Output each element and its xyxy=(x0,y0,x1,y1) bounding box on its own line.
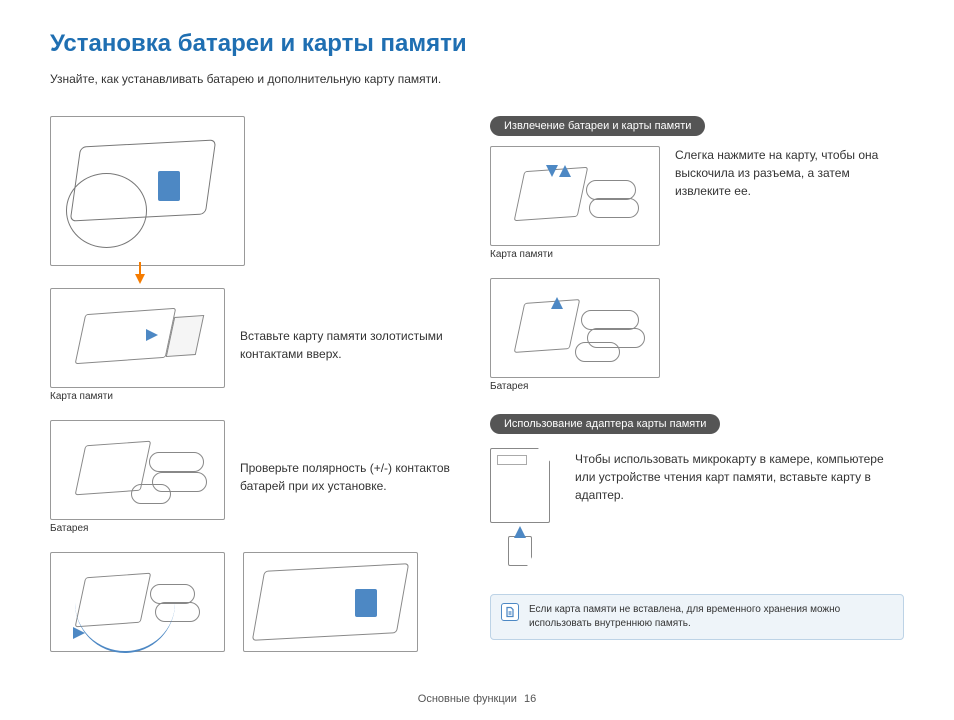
footer-section: Основные функции xyxy=(418,693,517,705)
label-card-r: Карта памяти xyxy=(490,249,660,260)
section-adapter-title: Использование адаптера карты памяти xyxy=(490,414,720,434)
illus-sd-adapter xyxy=(490,444,560,574)
illus-close-1 xyxy=(50,552,225,652)
note-box: Если карта памяти не вставлена, для врем… xyxy=(490,594,904,640)
caption-adapter: Чтобы использовать микрокарту в камере, … xyxy=(575,444,904,504)
right-column: Извлечение батареи и карты памяти Карта … xyxy=(490,116,904,652)
row-insert-battery: Батарея Проверьте полярность (+/-) конта… xyxy=(50,420,460,534)
footer-page-number: 16 xyxy=(524,693,536,705)
illus-remove-card xyxy=(490,146,660,246)
label-battery: Батарея xyxy=(50,523,225,534)
illus-insert-card xyxy=(50,288,225,388)
row-remove-battery: Батарея xyxy=(490,278,904,392)
manual-page: Установка батареи и карты памяти Узнайте… xyxy=(0,0,954,720)
note-text: Если карта памяти не вставлена, для врем… xyxy=(529,603,893,631)
label-card: Карта памяти xyxy=(50,391,225,402)
page-subtitle: Узнайте, как устанавливать батарею и доп… xyxy=(50,72,904,86)
page-footer: Основные функции 16 xyxy=(0,693,954,705)
section-remove-title: Извлечение батареи и карты памяти xyxy=(490,116,705,136)
row-remove-card: Карта памяти Слегка нажмите на карту, чт… xyxy=(490,146,904,260)
content-columns: Карта памяти Вставьте карту памяти золот… xyxy=(50,116,904,652)
caption-remove-card: Слегка нажмите на карту, чтобы она выско… xyxy=(675,146,904,260)
row-adapter: Чтобы использовать микрокарту в камере, … xyxy=(490,444,904,574)
row-close-cover xyxy=(50,552,460,652)
arrow-down-icon xyxy=(135,274,145,284)
page-title: Установка батареи и карты памяти xyxy=(50,30,904,58)
caption-insert-card: Вставьте карту памяти золотистыми контак… xyxy=(240,327,460,363)
illus-camera-overview xyxy=(50,116,245,266)
illus-remove-battery xyxy=(490,278,660,378)
illus-insert-battery xyxy=(50,420,225,520)
left-column: Карта памяти Вставьте карту памяти золот… xyxy=(50,116,460,652)
label-battery-r: Батарея xyxy=(490,381,660,392)
note-icon xyxy=(501,603,519,621)
illus-close-2 xyxy=(243,552,418,652)
caption-insert-battery: Проверьте полярность (+/-) контактов бат… xyxy=(240,459,460,495)
row-insert-card: Карта памяти Вставьте карту памяти золот… xyxy=(50,288,460,402)
